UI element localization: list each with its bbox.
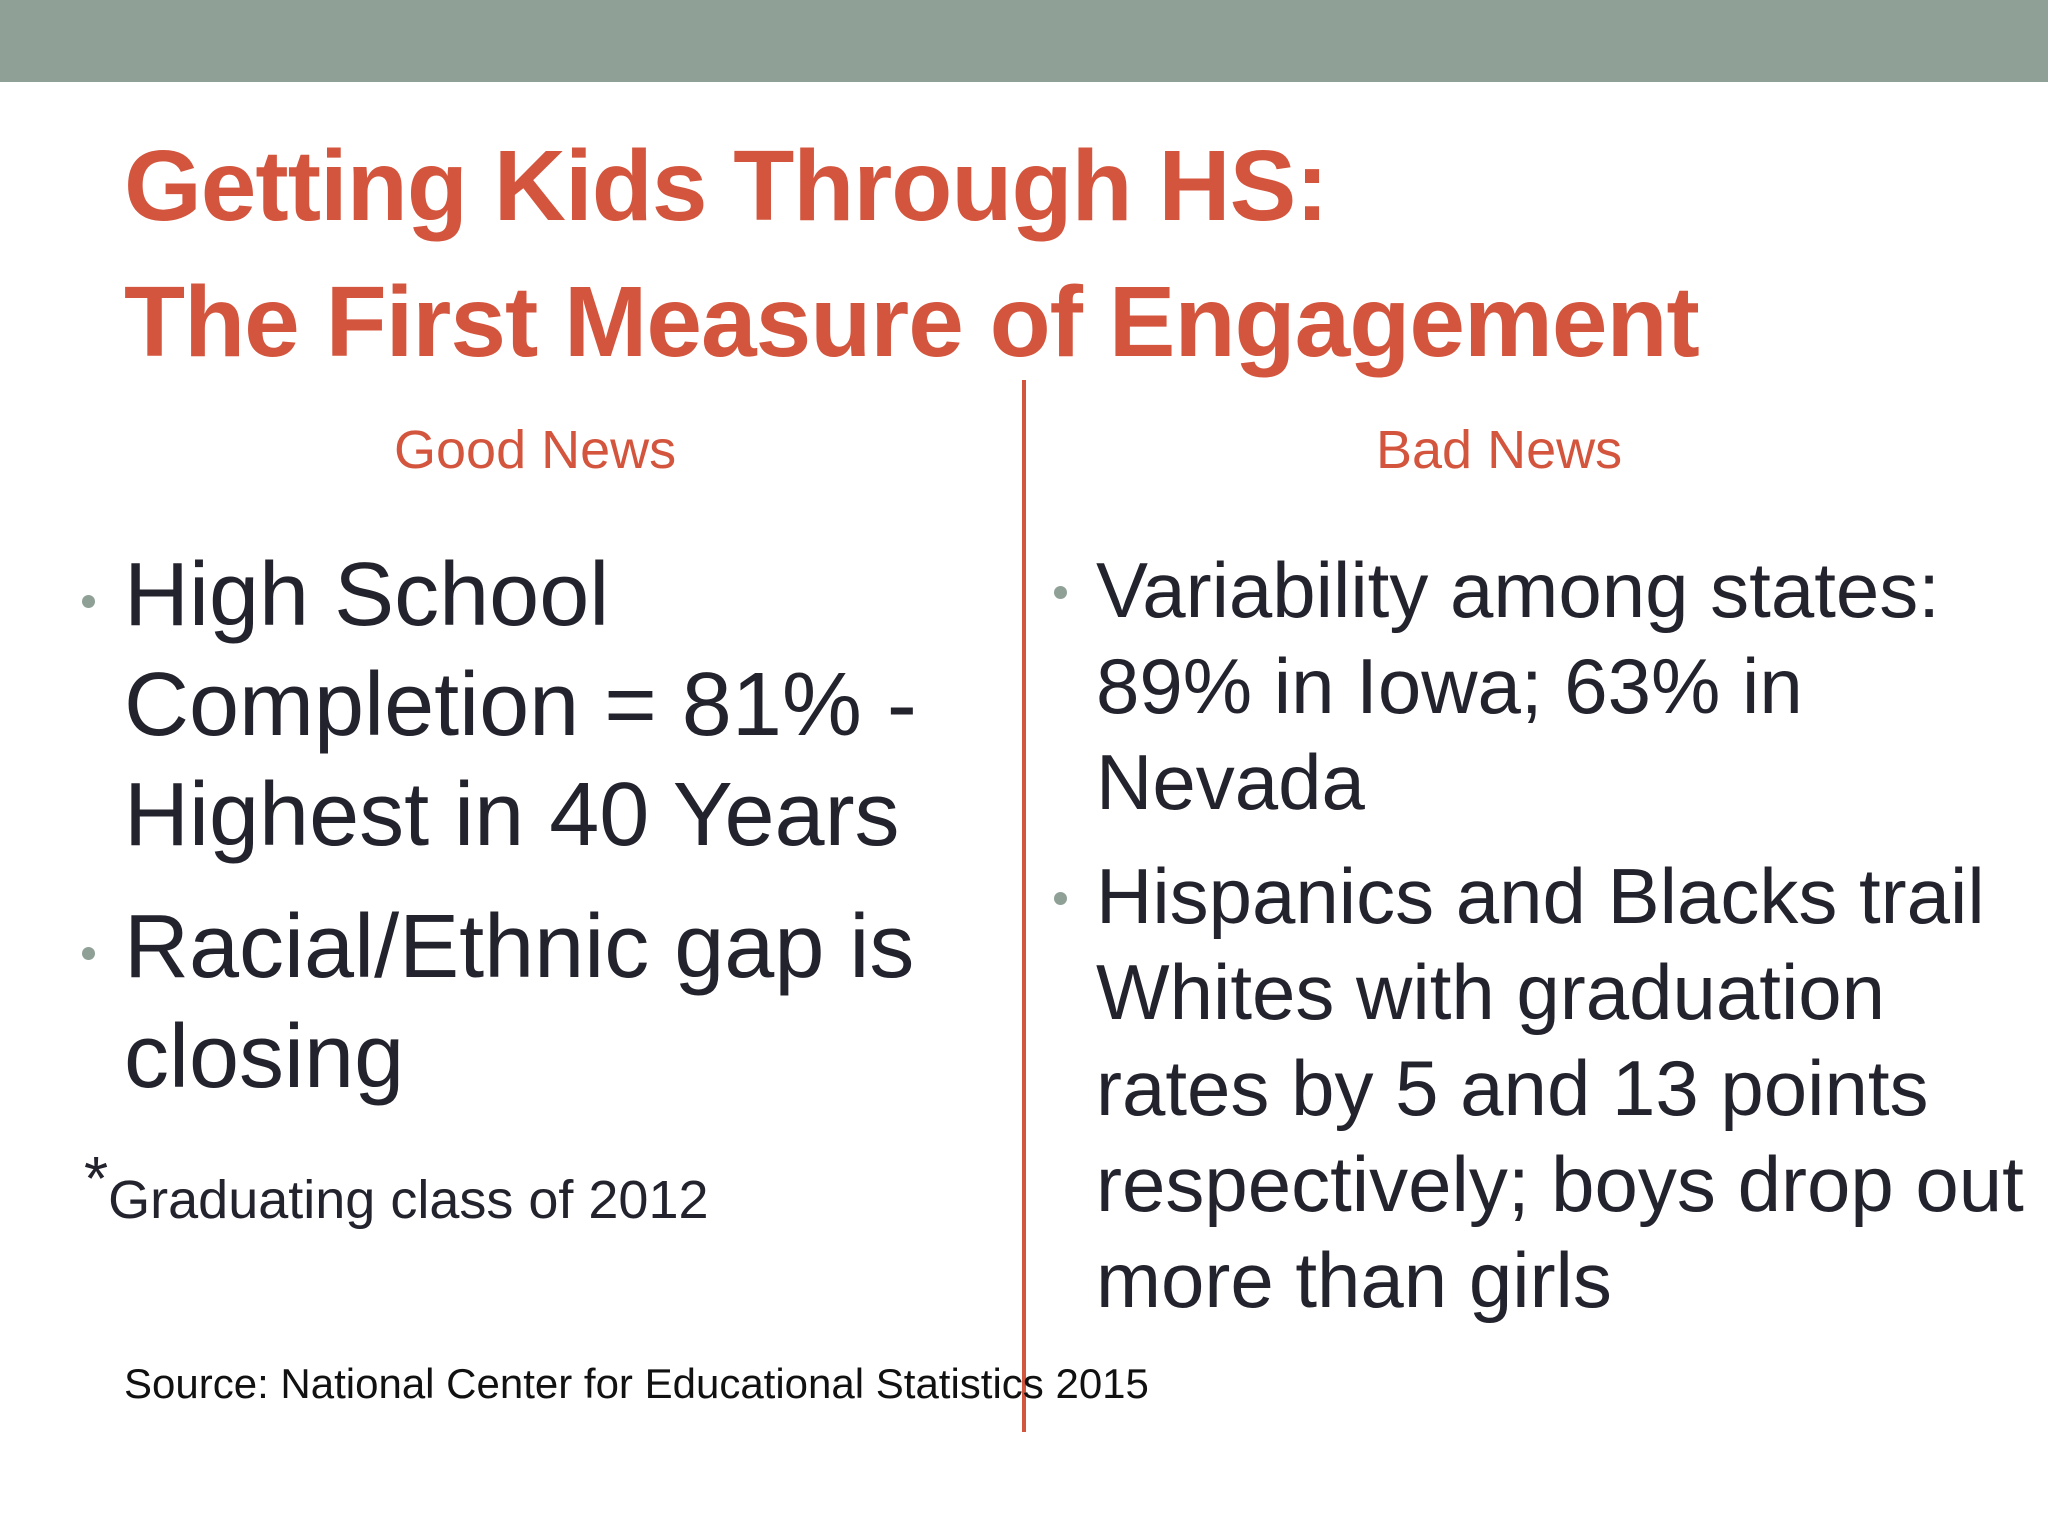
source-citation: Source: National Center for Educational … xyxy=(124,1360,1149,1407)
bad-news-heading: Bad News xyxy=(1376,420,1623,480)
slide-title: Getting Kids Through HS: The First Measu… xyxy=(124,118,1700,390)
bad-news-text: Variability among states: 89% in Iowa; 6… xyxy=(1096,546,1940,826)
footnote-text: Graduating class of 2012 xyxy=(108,1170,709,1230)
bad-news-text: Hispanics and Blacks trail Whites with g… xyxy=(1096,852,2024,1324)
bullet-dot-icon xyxy=(1054,586,1067,599)
good-news-heading: Good News xyxy=(394,420,677,480)
bad-news-list: Variability among states: 89% in Iowa; 6… xyxy=(1054,542,2026,1346)
good-news-text: High School Completion = 81% - Highest i… xyxy=(124,545,917,865)
good-news-item: Racial/Ethnic gap is closing xyxy=(82,892,964,1112)
bullet-dot-icon xyxy=(82,947,95,960)
title-line-1: Getting Kids Through HS: xyxy=(124,130,1329,242)
footnote: *Graduating class of 2012 xyxy=(84,1148,709,1232)
bad-news-item: Hispanics and Blacks trail Whites with g… xyxy=(1054,848,2026,1328)
good-news-text: Racial/Ethnic gap is closing xyxy=(124,897,915,1107)
column-divider xyxy=(1022,380,1026,1432)
bullet-dot-icon xyxy=(1054,892,1067,905)
title-line-2: The First Measure of Engagement xyxy=(124,266,1700,378)
good-news-list: High School Completion = 81% - Highest i… xyxy=(82,540,964,1134)
bullet-dot-icon xyxy=(82,595,95,608)
top-accent-bar xyxy=(0,0,2048,82)
footnote-asterisk: * xyxy=(84,1145,109,1214)
bad-news-item: Variability among states: 89% in Iowa; 6… xyxy=(1054,542,2026,830)
good-news-item: High School Completion = 81% - Highest i… xyxy=(82,540,964,870)
